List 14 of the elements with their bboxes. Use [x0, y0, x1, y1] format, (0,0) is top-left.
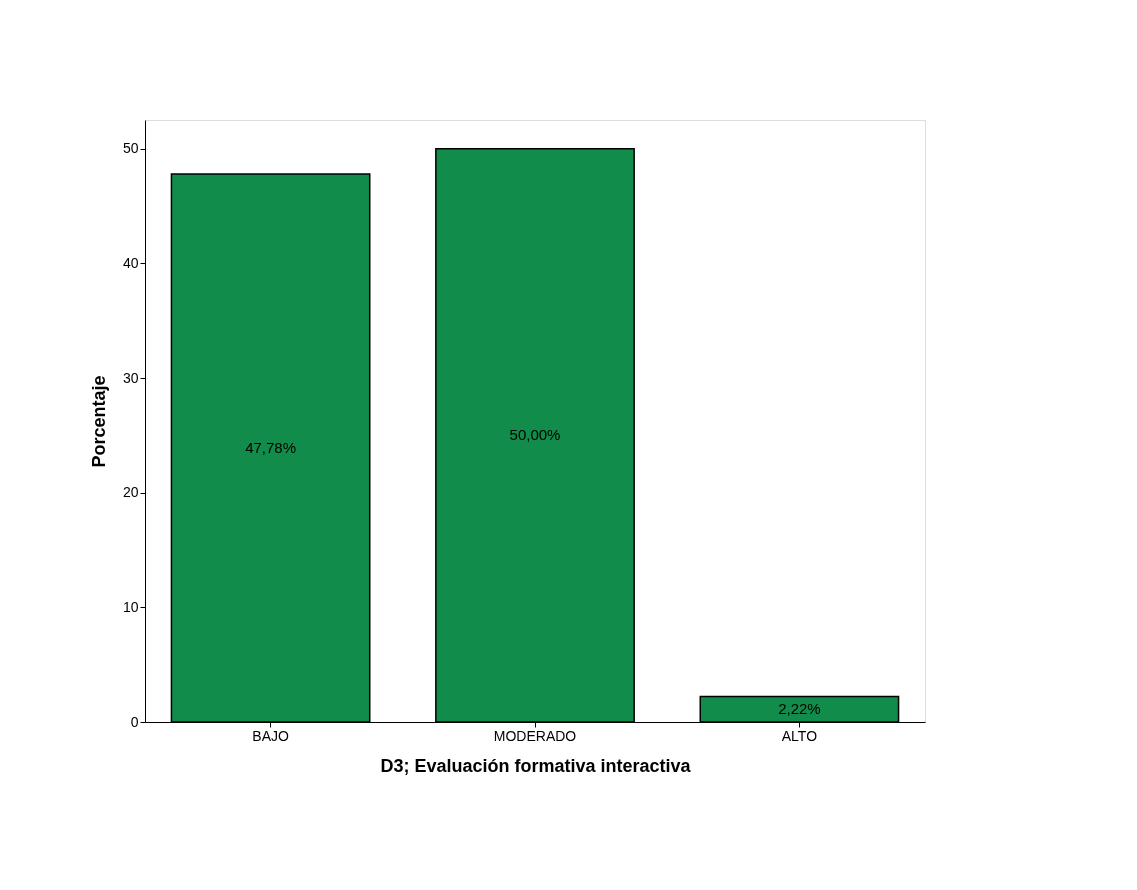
- y-axis-title: Porcentaje: [88, 375, 109, 468]
- data-label: 47,78%: [245, 439, 297, 457]
- data-label: 2,22%: [778, 700, 821, 718]
- y-tick-label: 20: [122, 484, 139, 501]
- x-axis-title: D3; Evaluación formativa interactiva: [380, 755, 692, 776]
- y-tick-label: 40: [122, 254, 139, 271]
- y-tick-label: 0: [130, 713, 139, 730]
- y-tick-label: 50: [122, 140, 139, 157]
- y-tick-label: 30: [122, 369, 139, 386]
- x-tick-label: ALTO: [781, 727, 818, 744]
- x-tick-label: MODERADO: [493, 727, 577, 744]
- x-tick-label: BAJO: [252, 727, 289, 744]
- data-label: 50,00%: [509, 426, 561, 444]
- y-tick-label: 10: [122, 598, 139, 615]
